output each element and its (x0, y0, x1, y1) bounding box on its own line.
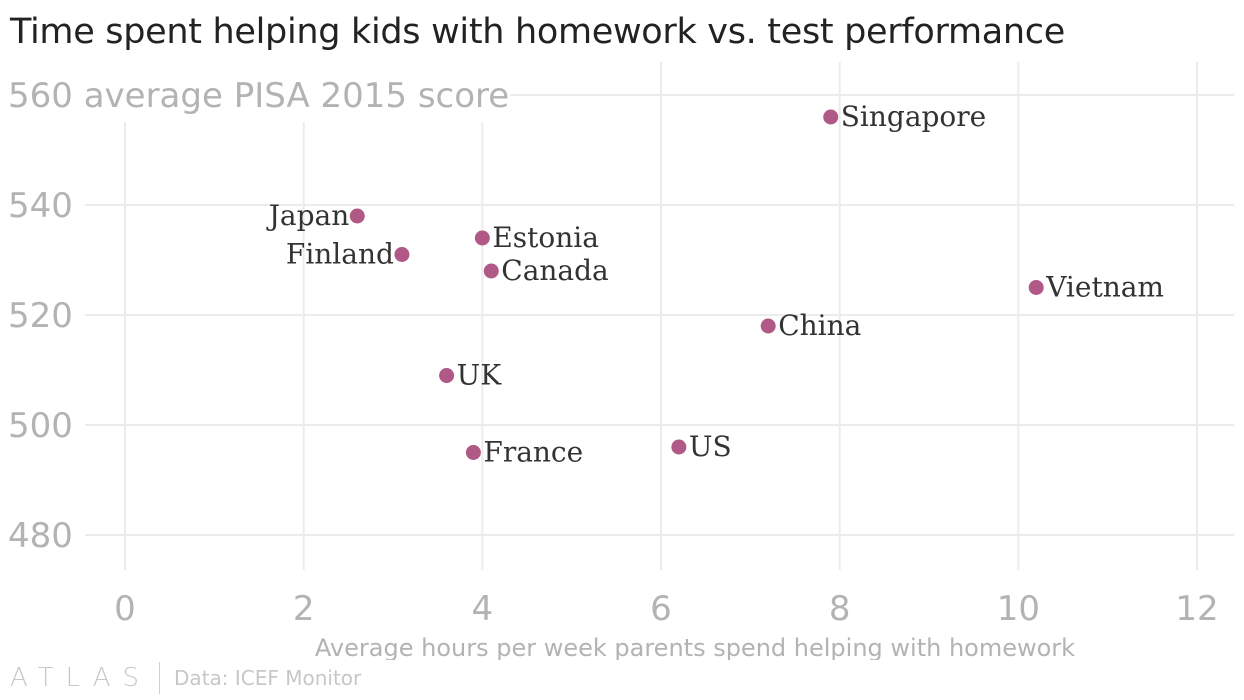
data-points: Singapore Japan Estonia Finland Canada Vietna… (266, 100, 1164, 469)
point-marker (474, 230, 490, 246)
point-label: UK (457, 359, 503, 392)
x-tick-label: 6 (650, 589, 672, 629)
x-tick-label: 12 (1175, 589, 1218, 629)
x-axis-label: Average hours per week parents spend hel… (315, 634, 1075, 660)
grid-lines (85, 62, 1234, 570)
point-marker (439, 368, 455, 383)
point-label: Estonia (492, 221, 599, 254)
point-marker (823, 109, 839, 125)
point-marker (671, 439, 687, 455)
y-tick-label: 500 (8, 406, 73, 446)
point-marker (465, 445, 481, 460)
point-marker (483, 263, 499, 279)
point-label: Vietnam (1045, 271, 1164, 304)
point-finland: Finland (286, 238, 410, 271)
chart-title: Time spent helping kids with homework vs… (10, 12, 1065, 52)
x-tick-label: 2 (293, 589, 315, 629)
footer-divider (159, 662, 161, 694)
x-tick-label: 10 (997, 589, 1040, 629)
y-axis-title: average PISA 2015 score (84, 76, 510, 116)
scatter-chart: 480 500 520 540 0 2 4 6 8 10 12 560 average PISA … (8, 62, 1234, 660)
y-axis-ticks: 480 500 520 540 (8, 186, 73, 556)
x-tick-label: 4 (472, 589, 494, 629)
point-france: France (465, 436, 583, 469)
point-japan: Japan (266, 199, 365, 232)
point-label: Japan (266, 199, 350, 232)
point-uk: UK (439, 359, 502, 392)
point-vietnam: Vietnam (1028, 271, 1164, 304)
point-label: Singapore (841, 100, 987, 133)
point-canada: Canada (483, 254, 609, 287)
point-label: Finland (286, 238, 394, 271)
point-china: China (760, 309, 861, 342)
point-label: US (689, 430, 732, 463)
point-marker (394, 247, 410, 262)
x-tick-label: 8 (829, 589, 851, 629)
point-us: US (671, 430, 732, 463)
x-tick-label: 0 (114, 589, 136, 629)
footer: ATLAS Data: ICEF Monitor (10, 660, 361, 696)
y-tick-label: 480 (8, 516, 73, 556)
point-estonia: Estonia (474, 221, 599, 254)
x-axis-ticks: 0 2 4 6 8 10 12 (114, 589, 1218, 629)
point-singapore: Singapore (823, 100, 986, 133)
point-marker (1028, 280, 1044, 295)
y-axis-label: 560 average PISA 2015 score (8, 76, 509, 116)
point-marker (760, 318, 776, 334)
y-tick-label: 520 (8, 296, 73, 336)
point-marker (349, 208, 365, 224)
point-label: France (483, 436, 583, 469)
y-tick-label: 560 (8, 76, 84, 116)
data-source: Data: ICEF Monitor (174, 666, 362, 690)
point-label: China (778, 309, 861, 342)
atlas-logo: ATLAS (10, 663, 152, 693)
y-tick-label: 540 (8, 186, 73, 226)
point-label: Canada (501, 254, 608, 287)
